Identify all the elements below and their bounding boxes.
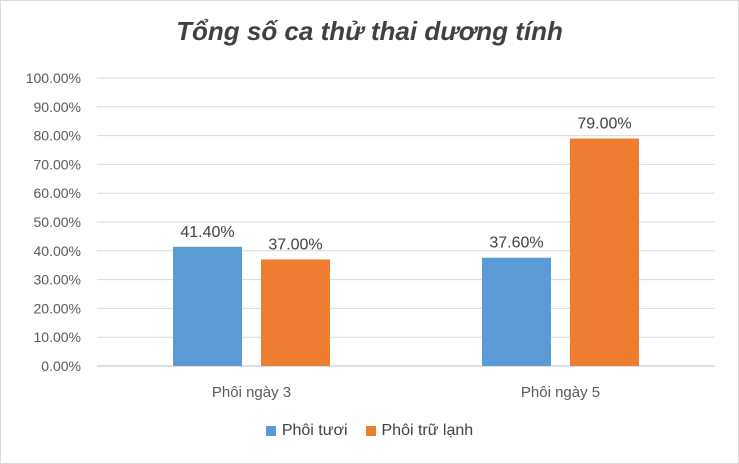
x-category-label: Phôi ngày 3: [212, 384, 291, 401]
y-tick-label: 40.00%: [34, 243, 81, 259]
y-tick-label: 80.00%: [34, 128, 81, 144]
x-axis-categories: Phôi ngày 3 Phôi ngày 5: [212, 384, 600, 401]
y-tick-label: 50.00%: [34, 214, 81, 230]
data-label: 37.00%: [268, 236, 322, 253]
legend-label-fresh: Phôi tươi: [281, 422, 348, 439]
y-tick-label: 60.00%: [34, 185, 81, 201]
bars: [173, 138, 639, 366]
legend-item-frozen: Phôi trữ lạnh: [365, 422, 474, 440]
y-tick-label: 90.00%: [34, 99, 81, 115]
data-label: 41.40%: [180, 224, 234, 241]
bar: [261, 259, 330, 366]
y-tick-label: 0.00%: [41, 358, 81, 374]
legend: Phôi tươi Phôi trữ lạnh: [0, 422, 739, 440]
y-tick-label: 30.00%: [34, 272, 81, 288]
legend-label-frozen: Phôi trữ lạnh: [381, 422, 474, 439]
data-label: 37.60%: [489, 235, 543, 252]
legend-swatch-fresh: [265, 426, 276, 436]
x-category-label: Phôi ngày 5: [521, 384, 600, 401]
y-tick-label: 70.00%: [34, 156, 81, 172]
legend-item-fresh: Phôi tươi: [265, 422, 348, 440]
y-tick-label: 100.00%: [26, 70, 81, 86]
y-tick-label: 20.00%: [34, 300, 81, 316]
bar: [173, 246, 242, 366]
y-axis-ticks: 0.00% 10.00% 20.00% 30.00% 40.00% 50.00% 60.00…: [26, 70, 81, 374]
bar: [482, 257, 551, 366]
bar: [570, 138, 639, 366]
chart-title: Tổng số ca thử thai dương tính: [176, 16, 563, 46]
data-labels: 41.40% 37.00% 37.60% 79.00%: [180, 115, 631, 253]
data-label: 79.00%: [577, 115, 631, 132]
legend-swatch-frozen: [365, 426, 376, 436]
y-tick-label: 10.00%: [34, 329, 81, 345]
